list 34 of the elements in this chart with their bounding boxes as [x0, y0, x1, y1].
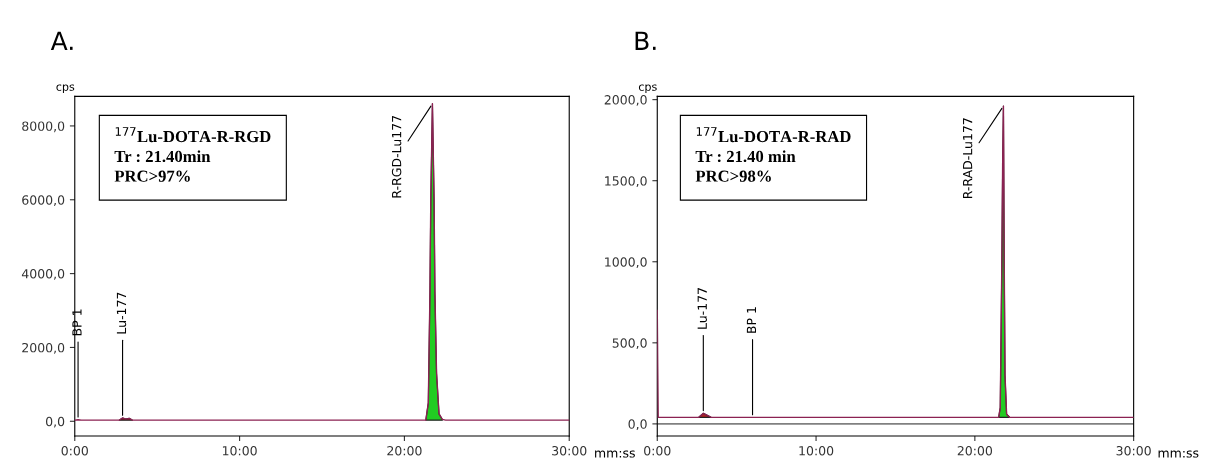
annotation: Lu-177	[697, 288, 707, 329]
line-series	[657, 105, 1134, 419]
x-tick-label: 10:00	[799, 445, 834, 456]
x-axis-title: mm:ss	[595, 450, 635, 458]
chart-title: B.	[635, 31, 656, 50]
x-tick-label: 20:00	[387, 445, 422, 456]
x-axis-title: mm:ss	[1158, 450, 1199, 458]
y-tick-label: 6000,0	[22, 195, 65, 206]
y-tick-label: 0,0	[628, 419, 647, 431]
y-tick-label: 0,0	[46, 416, 65, 428]
annotation: R-RAD-Lu177	[963, 118, 973, 199]
annotation: $^{177}$Lu-DOTA-R-RGD Tr : 21.40min PRC>97%	[114, 127, 271, 182]
y-tick-label: 4000,0	[21, 269, 65, 280]
x-tick-label: 20:00	[957, 445, 993, 456]
y-tick-label: 2000,0	[22, 342, 65, 354]
annotation: Lu-177	[116, 292, 127, 334]
annotation: $^{177}$Lu-DOTA-R-RAD Tr : 21.40 min PRC>98%	[695, 127, 851, 182]
x-tick-label: 0:00	[644, 445, 671, 456]
annotation: R-RGD-Lu177	[391, 115, 402, 198]
y-axis-title: cps	[638, 84, 657, 93]
x-tick-label: 10:00	[222, 445, 257, 456]
y-tick-label: 1000,0	[605, 257, 647, 268]
x-tick-label: 30:00	[552, 445, 587, 456]
x-tick-label: 30:00	[1116, 445, 1151, 456]
y-tick-label: 8000,0	[22, 121, 65, 133]
y-tick-label: 1500,0	[605, 176, 647, 187]
annotation: BP 1	[72, 309, 82, 336]
chart-title: A.	[50, 31, 73, 50]
annotation: BP 1	[746, 307, 756, 333]
line-series	[74, 103, 570, 421]
y-axis-title: cps	[56, 84, 75, 93]
y-tick-label: 2000,0	[604, 95, 647, 106]
x-tick-label: 0:00	[61, 445, 88, 456]
y-tick-label: 500,0	[612, 338, 647, 350]
